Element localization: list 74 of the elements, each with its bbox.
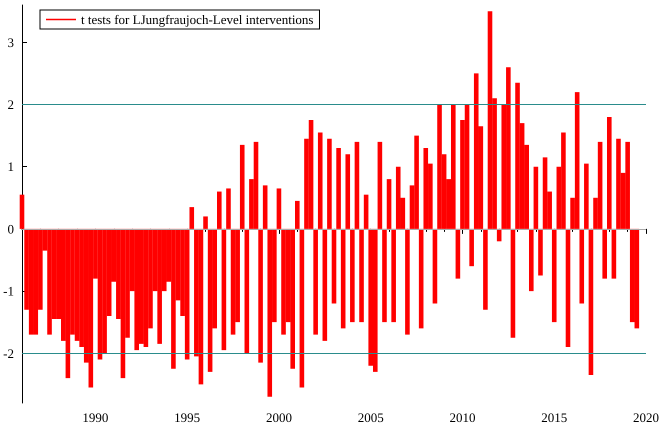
x-tick-label: 2005 <box>358 410 384 424</box>
bar <box>322 228 328 341</box>
bar <box>386 179 392 229</box>
bar <box>258 228 263 363</box>
bar <box>203 216 208 229</box>
bar <box>391 228 396 322</box>
y-tick-label: 2 <box>8 97 14 112</box>
bar <box>267 228 272 397</box>
x-tick-label: 2000 <box>266 410 292 424</box>
y-tick-label: 1 <box>8 159 14 174</box>
bar <box>625 142 630 229</box>
bar <box>240 144 245 229</box>
bar <box>262 185 268 229</box>
bar <box>483 228 488 310</box>
bar <box>584 164 589 229</box>
bar <box>332 228 336 304</box>
bar <box>313 228 318 335</box>
bar <box>226 188 231 229</box>
bar <box>134 228 140 350</box>
bar <box>318 132 323 229</box>
x-tick-label: 2020 <box>633 410 659 424</box>
bar <box>216 192 222 229</box>
bar <box>579 228 584 304</box>
bar <box>222 228 226 350</box>
bar <box>612 228 616 279</box>
x-tick-label: 2010 <box>449 410 476 424</box>
bar <box>566 228 570 348</box>
bar <box>20 194 24 229</box>
bar <box>290 228 296 369</box>
bar <box>382 228 387 322</box>
bar <box>574 92 580 229</box>
bar <box>496 228 502 242</box>
bar <box>405 228 410 335</box>
bar <box>469 228 474 266</box>
legend-label: t tests for LJungfraujoch-Level interventions <box>81 12 314 27</box>
bar <box>602 228 608 279</box>
bar <box>244 228 250 354</box>
bar <box>474 73 479 229</box>
bar <box>345 154 350 229</box>
x-tick-label: 2015 <box>541 410 568 424</box>
bar <box>606 116 612 229</box>
y-tick-label: 0 <box>8 221 14 236</box>
bar <box>372 228 378 372</box>
bar <box>418 228 424 328</box>
bar <box>189 207 194 229</box>
bar <box>588 228 594 376</box>
bar <box>552 228 557 322</box>
bar <box>340 228 346 328</box>
x-tick-label: 1990 <box>82 410 108 424</box>
y-tick-label: -1 <box>3 284 14 299</box>
bar <box>456 228 460 279</box>
bar <box>336 148 341 229</box>
bar <box>354 142 360 229</box>
bar <box>378 142 382 229</box>
bar <box>33 228 38 335</box>
bar <box>510 228 516 338</box>
bar <box>432 228 438 304</box>
x-tick-label: 1995 <box>174 410 200 424</box>
bar <box>350 228 355 322</box>
bar <box>327 138 332 229</box>
bar <box>450 104 456 229</box>
bar <box>396 166 401 229</box>
bar <box>538 228 543 276</box>
bar <box>294 200 300 229</box>
y-tick-label: 3 <box>8 34 14 50</box>
bar <box>300 228 304 388</box>
bar <box>276 188 282 229</box>
bar <box>423 148 428 229</box>
y-tick-label: -2 <box>3 346 14 361</box>
bar <box>364 194 368 229</box>
bar <box>534 166 538 229</box>
bar <box>184 228 190 360</box>
bar <box>528 228 534 292</box>
bar <box>359 228 364 322</box>
